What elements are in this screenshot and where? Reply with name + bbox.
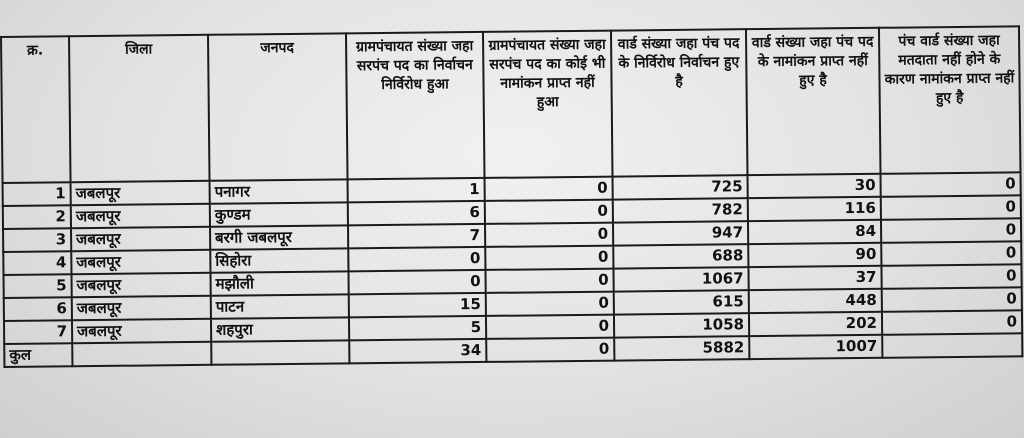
cell-janpad: बरगी जबलपूर: [210, 225, 349, 250]
cell-serial: 4: [3, 251, 72, 275]
header-no-voter-wards: पंच वार्ड संख्या जहा मतदाता नहीं होने के…: [878, 26, 1021, 174]
cell-no-voter-wards: 0: [881, 287, 1022, 312]
cell-no-voter-wards: 0: [880, 195, 1021, 220]
total-empty-no-voter: [882, 333, 1023, 358]
cell-janpad: मझौली: [210, 271, 349, 296]
cell-sarpanch-unopposed: 6: [347, 200, 485, 226]
cell-no-voter-wards: 0: [881, 241, 1022, 266]
total-sarpanch-no-nomination: 0: [486, 337, 615, 362]
cell-sarpanch-no-nomination: 0: [485, 268, 614, 293]
header-district: जिला: [69, 34, 210, 183]
cell-no-voter-wards: 0: [881, 264, 1022, 289]
cell-panch-no-nomination: 116: [747, 196, 881, 222]
header-sarpanch-no-nomination: ग्रामपंचायत संख्या जहा सरपंच पद का कोई भ…: [482, 30, 613, 178]
cell-no-voter-wards: 0: [880, 172, 1021, 197]
cell-panch-no-nomination: 202: [748, 311, 883, 337]
cell-sarpanch-unopposed: 0: [348, 269, 486, 295]
cell-janpad: पाटन: [210, 294, 349, 319]
header-panch-unopposed: वार्ड संख्या जहा पंच पद के निर्विरोध निर…: [610, 29, 748, 177]
cell-no-voter-wards: 0: [880, 218, 1022, 243]
cell-sarpanch-no-nomination: 0: [485, 314, 615, 339]
table-header: क्र. जिला जनपद ग्रामपंचायत संख्या जहा सर…: [1, 26, 1021, 183]
header-row: क्र. जिला जनपद ग्रामपंचायत संख्या जहा सर…: [1, 26, 1021, 183]
header-panch-no-nomination: वार्ड संख्या जहा पंच पद के नामांकन प्राप…: [745, 27, 881, 176]
total-panch-unopposed: 5882: [614, 336, 750, 361]
cell-district: जबलपूर: [71, 295, 211, 321]
cell-sarpanch-unopposed: 1: [347, 177, 485, 203]
cell-serial: 1: [2, 182, 71, 206]
election-summary-table: क्र. जिला जनपद ग्रामपंचायत संख्या जहा सर…: [0, 25, 1023, 368]
cell-sarpanch-unopposed: 15: [348, 292, 486, 318]
cell-sarpanch-no-nomination: 0: [484, 222, 614, 247]
total-panch-no-nomination: 1007: [749, 334, 883, 360]
cell-panch-no-nomination: 84: [747, 219, 882, 245]
cell-panch-unopposed: 725: [612, 175, 748, 200]
cell-district: जबलपूर: [71, 272, 211, 298]
table-body: 1 जबलपूर पनागर 1 0 725 30 0 2 जबलपूर कुण…: [2, 172, 1023, 367]
total-empty-janpad: [211, 340, 350, 365]
header-janpad: जनपद: [207, 33, 348, 181]
cell-panch-unopposed: 1058: [613, 313, 750, 338]
cell-janpad: शहपुरा: [210, 317, 350, 342]
cell-panch-no-nomination: 448: [748, 288, 882, 314]
cell-serial: 6: [3, 297, 72, 321]
total-sarpanch-unopposed: 34: [349, 338, 487, 364]
cell-panch-unopposed: 688: [613, 244, 749, 269]
cell-janpad: सिहोरा: [210, 248, 349, 273]
cell-no-voter-wards: 0: [881, 310, 1023, 335]
cell-panch-no-nomination: 37: [748, 265, 882, 291]
cell-sarpanch-no-nomination: 0: [485, 291, 614, 316]
cell-panch-unopposed: 1067: [613, 267, 749, 292]
cell-sarpanch-no-nomination: 0: [484, 199, 613, 224]
cell-janpad: कुण्डम: [209, 202, 349, 227]
cell-district: जबलपूर: [71, 249, 211, 275]
cell-sarpanch-unopposed: 7: [348, 223, 486, 249]
cell-sarpanch-no-nomination: 0: [485, 245, 614, 270]
total-empty-district: [72, 341, 212, 367]
cell-panch-unopposed: 947: [612, 221, 749, 246]
cell-panch-no-nomination: 30: [747, 173, 881, 199]
cell-serial: 5: [3, 274, 72, 298]
total-label: कुल: [4, 343, 73, 367]
cell-panch-unopposed: 615: [613, 290, 749, 315]
cell-sarpanch-no-nomination: 0: [484, 176, 613, 201]
cell-district: जबलपूर: [70, 203, 211, 229]
cell-panch-no-nomination: 90: [748, 242, 882, 268]
header-sarpanch-unopposed: ग्रामपंचायत संख्या जहा सरपंच पद का निर्व…: [345, 31, 485, 180]
cell-serial: 2: [2, 205, 72, 229]
cell-district: जबलपूर: [71, 226, 211, 252]
cell-panch-unopposed: 782: [612, 198, 748, 223]
cell-district: जबलपूर: [71, 318, 212, 344]
cell-sarpanch-unopposed: 5: [348, 315, 487, 341]
cell-janpad: पनागर: [209, 179, 348, 204]
cell-sarpanch-unopposed: 0: [348, 246, 486, 272]
cell-serial: 3: [3, 228, 72, 252]
cell-serial: 7: [3, 320, 73, 344]
cell-district: जबलपूर: [70, 180, 210, 206]
header-serial: क्र.: [1, 36, 71, 183]
